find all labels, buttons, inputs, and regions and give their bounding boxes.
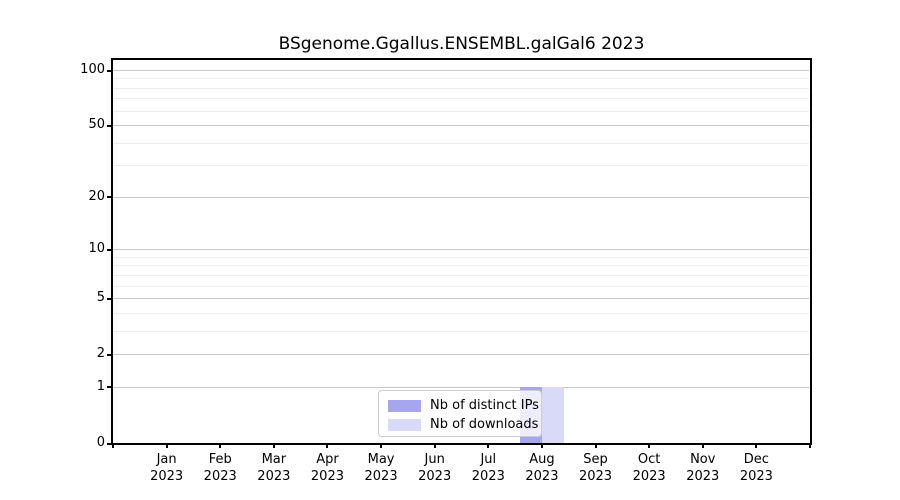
legend-label-downloads: Nb of downloads (430, 417, 539, 432)
x-tick-label: Oct 2023 (632, 452, 666, 484)
x-tick-label: May 2023 (364, 452, 398, 484)
y-axis-tick (107, 124, 113, 127)
x-tick-label: Jul 2023 (471, 452, 505, 484)
y-axis-tick (107, 297, 113, 300)
gridline-minor (113, 142, 809, 144)
gridline-minor (113, 110, 809, 112)
x-axis-tick (165, 443, 168, 448)
y-tick-label: 2 (96, 346, 105, 362)
x-tick-label: Dec 2023 (739, 452, 773, 484)
y-tick-label: 1 (96, 378, 105, 394)
x-tick-label: Jun 2023 (418, 452, 452, 484)
y-axis-tick (107, 353, 113, 356)
legend-swatch-distinct-ips (388, 399, 421, 412)
x-tick-label: Apr 2023 (310, 452, 344, 484)
gridline-minor (113, 330, 809, 332)
gridline-major (113, 354, 809, 356)
gridline-major (113, 298, 809, 300)
x-axis-tick (433, 443, 436, 448)
x-axis-tick (112, 443, 114, 448)
legend-item-distinct-ips: Nb of distinct IPs (388, 397, 539, 414)
y-tick-label: 0 (96, 435, 105, 450)
x-axis-tick (809, 443, 811, 448)
gridline-major (113, 249, 809, 251)
gridline-major (113, 70, 809, 71)
y-tick-label: 100 (80, 62, 105, 77)
y-axis-tick (107, 386, 113, 389)
y-tick-label: 10 (88, 241, 105, 257)
x-tick-label: Jan 2023 (150, 452, 184, 484)
x-axis-tick (755, 443, 758, 448)
bar-downloads (541, 386, 564, 443)
y-tick-label: 20 (88, 188, 105, 204)
gridline-minor (113, 165, 809, 167)
plot-frame (111, 58, 812, 445)
x-axis-tick (701, 443, 704, 448)
x-axis-tick (594, 443, 597, 448)
x-tick-label: Aug 2023 (525, 452, 559, 484)
gridline-minor (113, 312, 809, 314)
gridline-minor (113, 285, 809, 287)
legend: Nb of distinct IPs Nb of downloads (378, 390, 542, 437)
gridline-minor (113, 274, 809, 276)
y-axis-tick (107, 248, 113, 251)
x-axis-tick (380, 443, 383, 448)
gridline-minor (113, 98, 809, 100)
x-axis-tick (540, 443, 543, 448)
x-axis-tick (272, 443, 275, 448)
gridline-minor (113, 78, 809, 80)
x-axis-tick (487, 443, 490, 448)
legend-swatch-downloads (388, 418, 421, 431)
y-tick-label: 50 (88, 117, 105, 133)
gridline-major (113, 125, 809, 127)
x-axis-tick (326, 443, 329, 448)
legend-item-downloads: Nb of downloads (388, 416, 538, 433)
x-tick-label: Mar 2023 (257, 452, 291, 484)
y-axis-tick (107, 442, 113, 445)
x-tick-label: Sep 2023 (578, 452, 613, 484)
legend-label-distinct-ips: Nb of distinct IPs (430, 398, 539, 413)
gridline-major (113, 196, 809, 198)
y-tick-label: 5 (96, 290, 105, 306)
y-axis-tick (107, 69, 113, 72)
gridline-major (113, 386, 809, 388)
x-tick-label: Feb 2023 (203, 452, 237, 484)
gridline-minor (113, 265, 809, 267)
y-axis-tick (107, 196, 113, 199)
chart-title: BSgenome.Ggallus.ENSEMBL.galGal6 2023 (278, 34, 645, 54)
x-axis-tick (648, 443, 651, 448)
x-axis-tick (219, 443, 222, 448)
x-tick-label: Nov 2023 (686, 452, 720, 484)
gridline-minor (113, 87, 809, 89)
gridline-minor (113, 256, 809, 258)
